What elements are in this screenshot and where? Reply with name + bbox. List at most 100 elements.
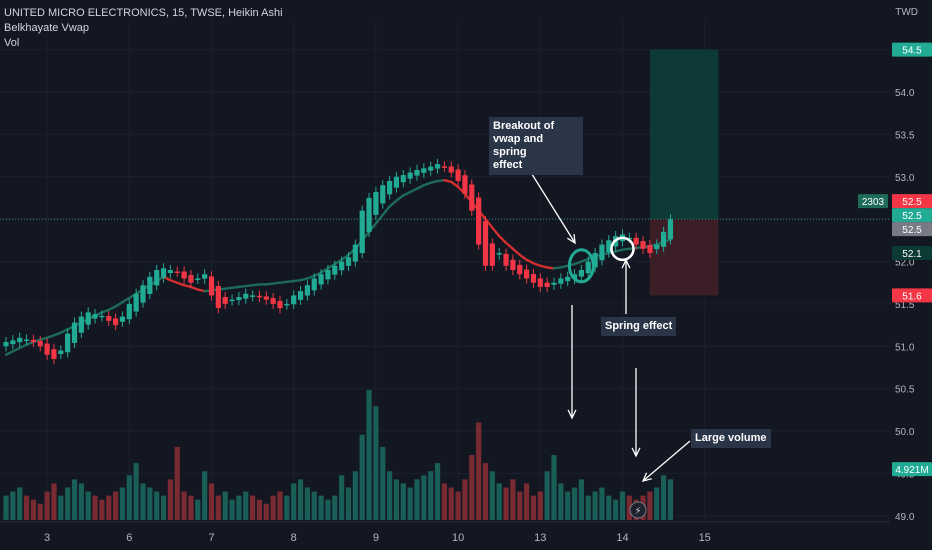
candle-body (30, 339, 36, 343)
volume-bar (380, 446, 386, 520)
volume-bar (462, 479, 468, 520)
candle-body (428, 166, 434, 171)
volume-bar (626, 495, 632, 520)
price-tag: 52.5 (892, 208, 932, 223)
volume-bar (455, 491, 461, 520)
candle-body (126, 303, 132, 320)
grid (0, 20, 890, 520)
candle-body (345, 257, 352, 266)
volume-bar (229, 499, 235, 520)
volume-bar (565, 491, 571, 520)
volume-bar (325, 499, 331, 520)
breakout-circle (567, 248, 595, 284)
volume-bar (421, 475, 427, 520)
vwap-segment (18, 343, 28, 350)
vwap-segment (374, 213, 384, 225)
candle-body (537, 278, 543, 287)
volume-bar (599, 487, 605, 520)
volume-bar (23, 495, 30, 520)
candle-body (476, 197, 482, 245)
time-tick-label: 3 (44, 532, 50, 544)
volume-bar (510, 479, 516, 520)
price-tag: 52.1 (892, 246, 932, 261)
candle-body (585, 261, 591, 274)
candle-body (188, 275, 194, 283)
vwap-segment (11, 346, 21, 353)
candle-body (441, 166, 447, 168)
candle-body (250, 295, 256, 297)
volume-bar (154, 491, 160, 520)
candle-body (263, 296, 269, 300)
candle-body (352, 244, 358, 262)
volume-bar (44, 491, 50, 520)
time-tick-label: 7 (208, 532, 214, 544)
candle-body (414, 170, 420, 176)
volume-bar (352, 471, 358, 520)
price-tag: 51.6 (892, 288, 932, 303)
volume-arrow-1-head (567, 409, 577, 420)
volume-bar (311, 491, 317, 520)
candle-body (160, 268, 167, 278)
candle-body (565, 276, 571, 282)
volume-bar (661, 475, 667, 520)
candle-body (133, 293, 139, 312)
volume-bar (489, 471, 495, 520)
price-tick-label: 49.0 (895, 512, 915, 523)
vwap-segment (388, 199, 398, 208)
volume-bar (181, 491, 187, 520)
vwap-segment (4, 350, 15, 356)
volume-bar (304, 487, 310, 520)
volume-bar (297, 479, 304, 520)
volume-bar (270, 495, 276, 520)
symbol-title[interactable]: UNITED MICRO ELECTRONICS, 15, TWSE, Heik… (4, 7, 283, 19)
candle-body (510, 259, 516, 270)
breakout-arrow (524, 162, 576, 244)
candle-body (448, 166, 454, 173)
candle-body (517, 264, 523, 275)
volume-bar (202, 471, 208, 520)
price-tag-bg (892, 462, 932, 477)
price-tag: 52.5 (892, 222, 932, 237)
breakout-annotation[interactable]: Breakout of vwap and spring effect (489, 117, 583, 175)
large-volume-annotation[interactable]: Large volume (691, 429, 771, 448)
vwap-segment (573, 260, 583, 266)
candle-body (530, 274, 537, 283)
indicator-vwap-label[interactable]: Belkhayate Vwap (4, 22, 89, 34)
candle-body (606, 240, 612, 253)
volume-bar (51, 483, 57, 520)
candle-body (599, 244, 605, 261)
volume-bar (434, 463, 441, 520)
candle-body (462, 175, 468, 194)
candle-body (578, 270, 584, 277)
volume-bar (571, 487, 578, 520)
volume-bar (517, 491, 523, 520)
vwap-segment (498, 234, 508, 245)
candle-body (407, 172, 413, 179)
candle-body (496, 253, 502, 255)
price-tag-label: 51.6 (902, 291, 922, 302)
volume-bar (496, 483, 502, 520)
candle-body (174, 271, 180, 273)
candle-body (78, 316, 84, 333)
volume-bar (551, 455, 557, 520)
candle-body (215, 285, 221, 309)
candle-body (571, 274, 578, 279)
candle-body (551, 282, 557, 285)
volume-bar (277, 491, 283, 520)
vwap-segment (402, 190, 412, 197)
volume-bar (3, 495, 9, 520)
volume-bar (428, 471, 434, 520)
candle-body (339, 261, 345, 271)
spring-effect-annotation[interactable]: Spring effect (601, 317, 677, 336)
time-tick-label: 8 (291, 532, 297, 544)
vwap-segment (491, 226, 501, 238)
candle-body (195, 278, 201, 280)
price-tag-label: 4.921M (895, 465, 928, 476)
candle-body (304, 285, 310, 296)
vwap-segment (518, 253, 528, 262)
large-volume-arrow (642, 440, 691, 482)
candle-body (387, 181, 393, 195)
indicator-vol-label[interactable]: Vol (4, 37, 20, 49)
